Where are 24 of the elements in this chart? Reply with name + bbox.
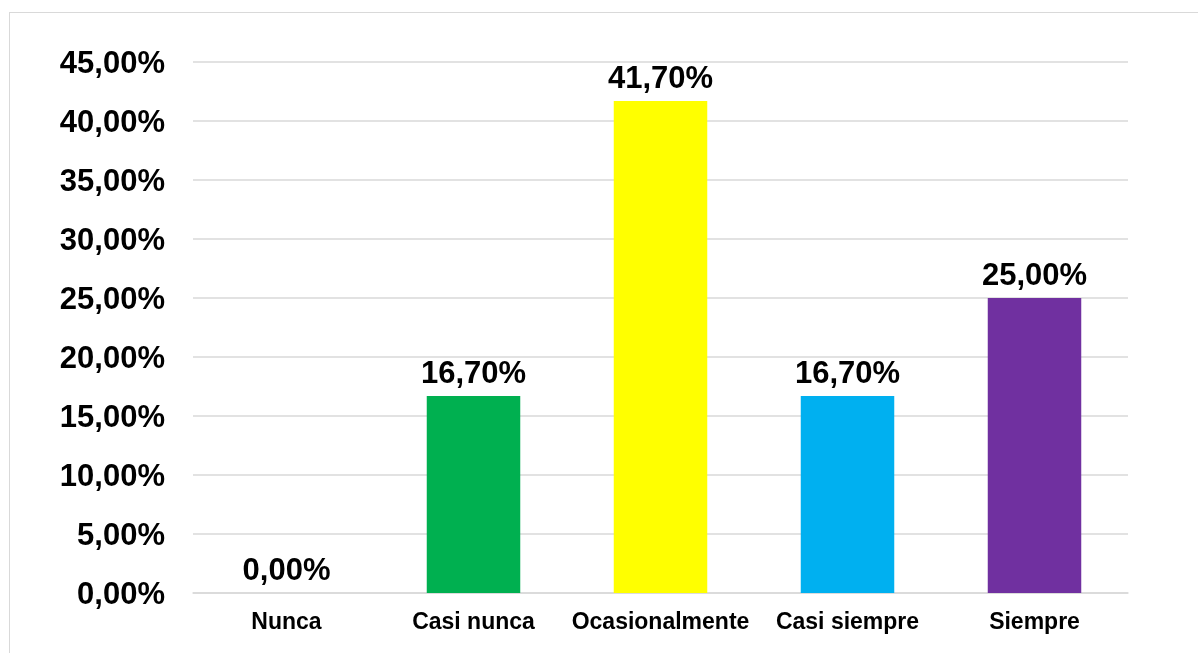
data-label: 25,00% (981, 257, 1088, 292)
data-label: 41,70% (607, 59, 714, 95)
data-label: 0,00% (242, 552, 331, 587)
y-tick-label: 35,00% (59, 162, 165, 198)
data-label: 16,70% (794, 354, 901, 390)
y-tick-label: 15,00% (59, 398, 165, 434)
x-tick-label: Casi nunca (412, 607, 536, 634)
data-label: 16,70% (420, 354, 527, 390)
bar (987, 298, 1082, 593)
bar (800, 395, 895, 593)
bar (613, 100, 708, 593)
x-tick-label: Ocasionalmente (571, 607, 750, 634)
y-tick-label: 40,00% (59, 103, 165, 139)
y-tick-label: 25,00% (59, 280, 165, 316)
y-tick-label: 5,00% (77, 516, 165, 552)
x-tick-label: Nunca (251, 607, 322, 634)
y-tick-label: 10,00% (59, 457, 165, 493)
y-tick-label: 0,00% (77, 575, 165, 611)
y-tick-label: 30,00% (59, 221, 165, 257)
x-tick-label: Casi siempre (775, 607, 920, 634)
y-tick-label: 20,00% (59, 339, 165, 375)
x-tick-label: Siempre (989, 607, 1080, 634)
y-tick-label: 45,00% (59, 44, 165, 80)
bar (426, 395, 521, 593)
